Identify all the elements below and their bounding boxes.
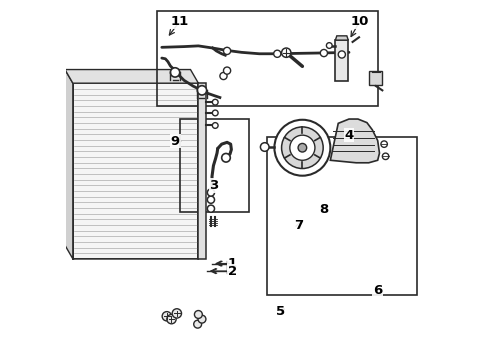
Circle shape: [274, 120, 330, 176]
Polygon shape: [369, 71, 382, 85]
Circle shape: [212, 99, 218, 105]
Text: 9: 9: [171, 135, 180, 148]
Text: 5: 5: [275, 306, 285, 319]
Bar: [267, 137, 417, 295]
Polygon shape: [73, 83, 198, 259]
Text: 7: 7: [294, 219, 303, 232]
Text: 4: 4: [344, 129, 354, 142]
Polygon shape: [198, 83, 206, 259]
Text: 3: 3: [209, 179, 219, 192]
Circle shape: [282, 127, 323, 168]
Circle shape: [212, 110, 218, 116]
Circle shape: [207, 205, 215, 212]
Circle shape: [207, 196, 215, 203]
Polygon shape: [335, 40, 348, 81]
Circle shape: [162, 312, 171, 321]
Text: 11: 11: [171, 15, 189, 28]
Circle shape: [171, 68, 180, 77]
Circle shape: [381, 141, 388, 147]
Bar: [157, 11, 378, 107]
Circle shape: [326, 42, 332, 48]
Circle shape: [290, 135, 315, 160]
Circle shape: [197, 86, 207, 95]
Text: 1: 1: [228, 257, 237, 270]
Circle shape: [221, 153, 230, 162]
Circle shape: [260, 143, 269, 151]
Circle shape: [382, 153, 389, 159]
Circle shape: [298, 143, 307, 152]
Bar: [180, 119, 248, 212]
Circle shape: [274, 50, 281, 57]
Circle shape: [207, 189, 215, 196]
Circle shape: [223, 67, 231, 74]
Text: 10: 10: [350, 15, 369, 28]
Circle shape: [282, 48, 291, 57]
Circle shape: [223, 47, 231, 54]
Text: 2: 2: [228, 265, 237, 278]
Circle shape: [338, 51, 345, 58]
Text: 8: 8: [319, 203, 328, 216]
Circle shape: [212, 123, 218, 129]
Polygon shape: [335, 36, 348, 40]
Circle shape: [195, 311, 202, 319]
Circle shape: [194, 320, 201, 328]
Polygon shape: [330, 119, 379, 163]
Text: 6: 6: [373, 284, 382, 297]
Circle shape: [167, 315, 176, 324]
Polygon shape: [65, 69, 73, 259]
Circle shape: [172, 309, 181, 318]
Circle shape: [220, 72, 227, 80]
Circle shape: [198, 315, 206, 323]
Circle shape: [320, 49, 327, 57]
Polygon shape: [65, 69, 198, 83]
